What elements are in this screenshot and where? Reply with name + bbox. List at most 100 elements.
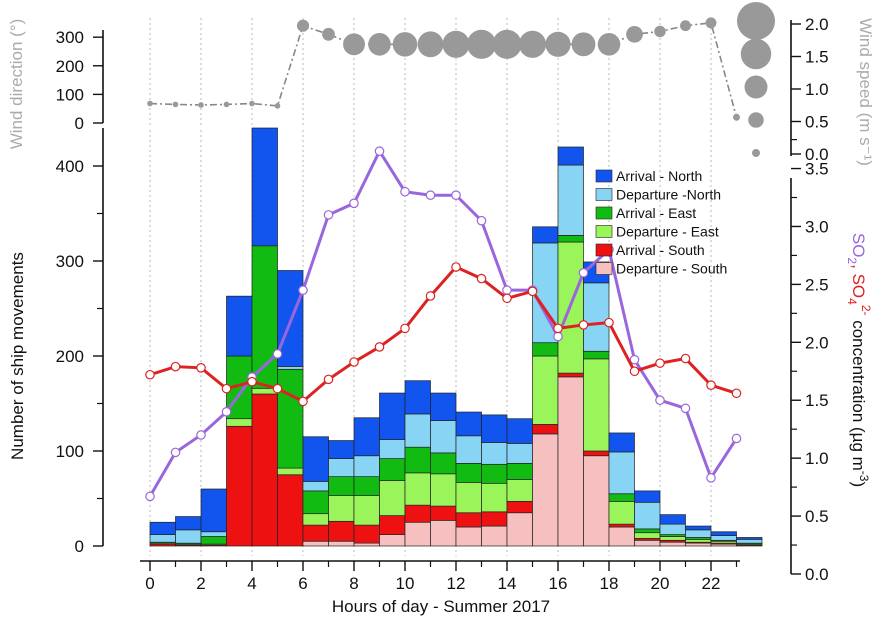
top-left-tick-label: 300 — [56, 28, 84, 47]
so4-label: SO — [849, 274, 868, 299]
wind-marker — [322, 27, 335, 41]
bar-segment — [455, 435, 482, 464]
top-right-tick-label: 2.0 — [805, 15, 829, 34]
line-point — [323, 374, 334, 385]
so4-superscript: 2- — [859, 305, 872, 316]
line-point — [349, 198, 359, 209]
bar-segment — [481, 482, 508, 513]
bar-segment — [175, 529, 202, 544]
wind-marker — [492, 29, 522, 59]
x-axis-title: Hours of day - Summer 2017 — [332, 597, 550, 616]
bar-segment — [328, 458, 355, 478]
wind-direction-line — [149, 21, 738, 118]
bar-segment — [430, 392, 457, 421]
wind-marker — [545, 31, 571, 57]
legend-label: Departure - South — [616, 261, 727, 277]
wind-marker — [274, 103, 281, 109]
line-point — [349, 357, 359, 367]
line-point — [527, 286, 538, 297]
line-point — [553, 323, 563, 334]
wind-marker — [198, 102, 204, 108]
bar-segment — [557, 146, 584, 166]
top-left-tick-label: 0 — [75, 114, 84, 133]
line-point — [629, 354, 640, 365]
bar-segment — [251, 127, 278, 247]
line-point — [425, 291, 436, 301]
bar-segment — [379, 392, 406, 440]
line-point — [553, 331, 563, 342]
bar-segment — [608, 526, 635, 547]
bar-segment — [557, 164, 584, 236]
so4-subscript: 4 — [845, 298, 859, 305]
bar-segment — [353, 542, 380, 547]
wind-speed-size-marker — [744, 75, 768, 99]
bar-segment — [481, 414, 508, 443]
wind-marker — [223, 101, 230, 108]
top-right-tick-label: 1.0 — [805, 80, 829, 99]
x-tick-label: 18 — [600, 574, 619, 593]
bar-segment — [608, 451, 635, 495]
bar-segment — [455, 411, 482, 437]
bar-segment — [353, 524, 380, 544]
bar-segment — [379, 458, 406, 481]
bar-segment — [430, 420, 457, 454]
bar-segment — [634, 532, 661, 539]
legend-label: Arrival - North — [616, 168, 702, 184]
bar-segment — [608, 432, 635, 453]
bar-segment — [302, 481, 329, 492]
line-point — [374, 146, 385, 156]
line-point — [476, 215, 487, 226]
bar-segment — [149, 534, 176, 543]
bar-segment — [302, 436, 329, 482]
bar-segment — [481, 525, 508, 547]
bar-segment — [634, 501, 661, 530]
bar-segment — [379, 534, 406, 547]
bar-segment — [455, 512, 482, 528]
line-point — [706, 380, 716, 390]
bar-segment — [685, 542, 712, 547]
legend-label: Arrival - East — [616, 205, 696, 221]
bar-segment — [685, 538, 712, 543]
top-left-axis-title: Wind direction (°) — [7, 19, 26, 150]
wind-speed-size-marker — [748, 112, 764, 128]
unit-exponent: -3 — [857, 471, 871, 482]
line-point — [323, 210, 334, 220]
top-right-tick-label: 0.0 — [805, 145, 829, 164]
x-tick-label: 10 — [396, 574, 415, 593]
bar-segment — [608, 493, 635, 502]
bar-segment — [353, 476, 380, 496]
x-tick-label: 16 — [549, 574, 568, 593]
bar-segment — [404, 472, 431, 506]
top-left-tick-label: 100 — [56, 85, 84, 104]
bar-segment — [532, 433, 559, 547]
right-tick-label: 1.5 — [805, 391, 829, 410]
legend-label: Departure -North — [616, 187, 721, 203]
wind-marker — [172, 101, 179, 108]
legend-swatch — [595, 188, 613, 201]
legend: Arrival - North Departure -North Arrival -… — [595, 168, 727, 277]
right-tick-label: 2.5 — [805, 275, 829, 294]
bar-segment — [455, 482, 482, 514]
bar-segment — [328, 495, 355, 522]
bar-segment — [608, 501, 635, 525]
line-point — [502, 285, 512, 295]
bar-segment — [736, 538, 763, 544]
wind-marker — [249, 100, 255, 107]
bar-segment — [481, 511, 508, 527]
bar-segment — [506, 512, 533, 547]
right-tick-label: 3.0 — [805, 217, 829, 236]
bar-segment — [685, 525, 712, 531]
bar-segment — [557, 376, 584, 547]
right-tick-label: 1.0 — [805, 449, 829, 468]
wind-marker — [654, 25, 666, 38]
concentration-label: concentration (µg m — [849, 315, 868, 470]
x-tick-label: 8 — [349, 574, 358, 593]
line-point — [629, 366, 640, 377]
line-point — [196, 362, 206, 373]
bar-segment — [430, 473, 457, 507]
bar-segment — [557, 372, 584, 378]
bar-segment — [430, 505, 457, 521]
bar-segment — [659, 541, 686, 547]
wind-marker — [680, 20, 691, 32]
legend-swatch — [595, 262, 613, 275]
